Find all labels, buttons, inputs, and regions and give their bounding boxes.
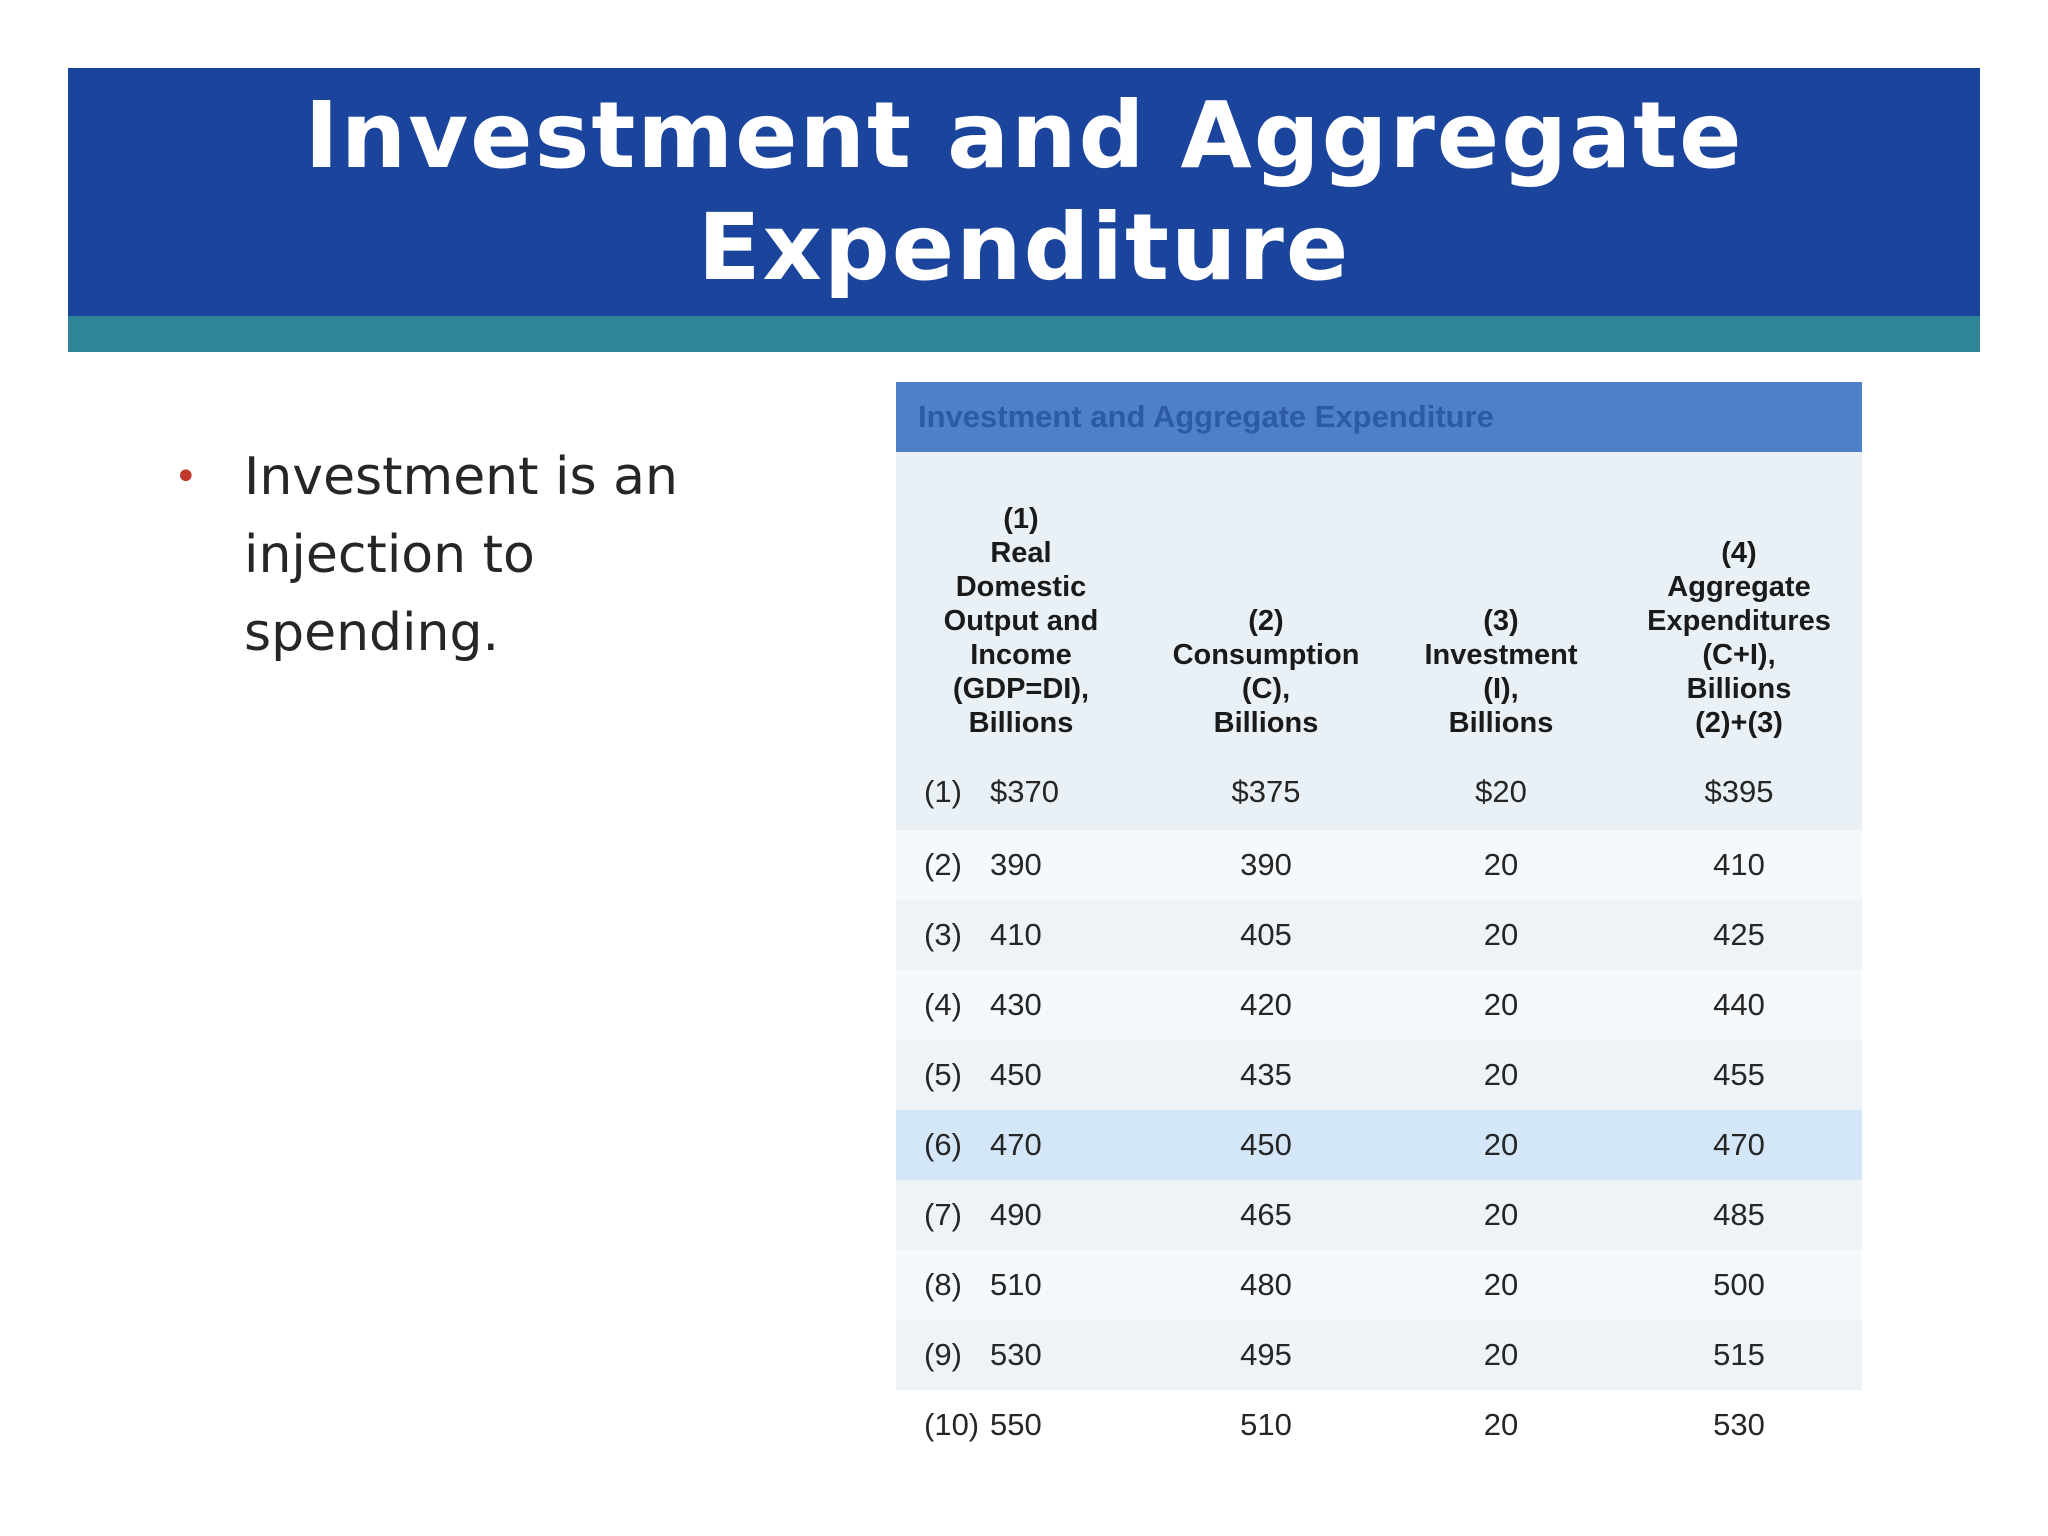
row-number: (6)	[924, 1127, 962, 1162]
row-number: (8)	[924, 1267, 962, 1302]
investment-cell: 20	[1386, 900, 1616, 970]
consumption-cell: 480	[1146, 1250, 1386, 1320]
consumption-cell: 420	[1146, 970, 1386, 1040]
table-row: (10) 550 510 20 530	[896, 1390, 1862, 1460]
gdp-cell: (2) 390	[896, 830, 1146, 900]
consumption-cell: 390	[1146, 830, 1386, 900]
row-number: (10)	[924, 1407, 980, 1442]
consumption-cell: 465	[1146, 1180, 1386, 1250]
gdp-cell: (7) 490	[896, 1180, 1146, 1250]
bullet-text: Investment is an injection to spending.	[244, 447, 678, 663]
gdp-value: 410	[990, 917, 1042, 952]
gdp-cell: (8) 510	[896, 1250, 1146, 1320]
investment-cell: 20	[1386, 970, 1616, 1040]
table-panel: Investment and Aggregate Expenditure (1)…	[896, 382, 1862, 1460]
investment-cell: $20	[1386, 754, 1616, 830]
table-row: (3) 410 405 20 425	[896, 900, 1862, 970]
header-gdp: (1) Real Domestic Output and Income (GDP…	[896, 452, 1146, 754]
gdp-cell: (10) 550	[896, 1390, 1146, 1460]
consumption-cell: 495	[1146, 1320, 1386, 1390]
investment-cell: 20	[1386, 830, 1616, 900]
bullet-list: • Investment is an injection to spending…	[168, 438, 808, 672]
table-row: (2) 390 390 20 410	[896, 830, 1862, 900]
row-number: (1)	[924, 774, 962, 809]
slide-title-bar: Investment and Aggregate Expenditure	[68, 68, 1980, 316]
aggregate-cell: 500	[1616, 1250, 1862, 1320]
gdp-value: 470	[990, 1127, 1042, 1162]
consumption-cell: $375	[1146, 754, 1386, 830]
investment-cell: 20	[1386, 1390, 1616, 1460]
aggregate-cell: 530	[1616, 1390, 1862, 1460]
consumption-cell: 510	[1146, 1390, 1386, 1460]
aggregate-cell: 485	[1616, 1180, 1862, 1250]
consumption-cell: 450	[1146, 1110, 1386, 1180]
slide-title: Investment and Aggregate Expenditure	[304, 82, 1744, 301]
gdp-cell: (5) 450	[896, 1040, 1146, 1110]
bullet-item: • Investment is an injection to spending…	[168, 438, 808, 672]
investment-cell: 20	[1386, 1180, 1616, 1250]
row-number: (9)	[924, 1337, 962, 1372]
header-aggregate: (4) Aggregate Expenditures (C+I), Billio…	[1616, 452, 1862, 754]
table-header-row: (1) Real Domestic Output and Income (GDP…	[896, 452, 1862, 754]
row-number: (4)	[924, 987, 962, 1022]
consumption-cell: 435	[1146, 1040, 1386, 1110]
aggregate-cell: 470	[1616, 1110, 1862, 1180]
gdp-value: $370	[990, 774, 1059, 809]
table-row: (5) 450 435 20 455	[896, 1040, 1862, 1110]
table-row: (8) 510 480 20 500	[896, 1250, 1862, 1320]
bullet-dot-icon: •	[174, 454, 198, 500]
aggregate-cell: 515	[1616, 1320, 1862, 1390]
title-accent-bar	[68, 316, 1980, 352]
aggregate-cell: $395	[1616, 754, 1862, 830]
gdp-value: 490	[990, 1197, 1042, 1232]
row-number: (2)	[924, 847, 962, 882]
table-row: (7) 490 465 20 485	[896, 1180, 1862, 1250]
gdp-cell: (6) 470	[896, 1110, 1146, 1180]
expenditure-table: (1) Real Domestic Output and Income (GDP…	[896, 452, 1862, 1460]
table-row: (4) 430 420 20 440	[896, 970, 1862, 1040]
investment-cell: 20	[1386, 1040, 1616, 1110]
gdp-value: 450	[990, 1057, 1042, 1092]
aggregate-cell: 425	[1616, 900, 1862, 970]
aggregate-cell: 455	[1616, 1040, 1862, 1110]
gdp-value: 550	[990, 1407, 1042, 1442]
gdp-cell: (3) 410	[896, 900, 1146, 970]
gdp-value: 430	[990, 987, 1042, 1022]
gdp-cell: (1) $370	[896, 754, 1146, 830]
consumption-cell: 405	[1146, 900, 1386, 970]
investment-cell: 20	[1386, 1250, 1616, 1320]
gdp-cell: (9) 530	[896, 1320, 1146, 1390]
row-number: (7)	[924, 1197, 962, 1232]
gdp-cell: (4) 430	[896, 970, 1146, 1040]
aggregate-cell: 410	[1616, 830, 1862, 900]
header-consumption: (2) Consumption (C), Billions	[1146, 452, 1386, 754]
gdp-value: 530	[990, 1337, 1042, 1372]
row-number: (3)	[924, 917, 962, 952]
table-row-highlighted: (6) 470 450 20 470	[896, 1110, 1862, 1180]
header-investment: (3) Investment (I), Billions	[1386, 452, 1616, 754]
table-row: (9) 530 495 20 515	[896, 1320, 1862, 1390]
gdp-value: 510	[990, 1267, 1042, 1302]
gdp-value: 390	[990, 847, 1042, 882]
table-caption: Investment and Aggregate Expenditure	[896, 382, 1862, 452]
investment-cell: 20	[1386, 1110, 1616, 1180]
row-number: (5)	[924, 1057, 962, 1092]
aggregate-cell: 440	[1616, 970, 1862, 1040]
investment-cell: 20	[1386, 1320, 1616, 1390]
table-row: (1) $370 $375 $20 $395	[896, 754, 1862, 830]
